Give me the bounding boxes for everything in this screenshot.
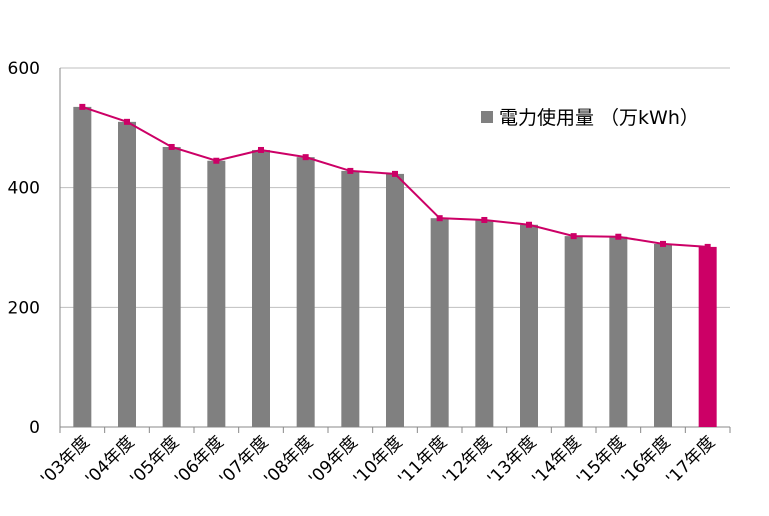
x-tick-label: '09年度	[305, 432, 362, 489]
x-tick-label: '11年度	[394, 432, 451, 489]
legend-label: 電力使用量 （万kWh）	[499, 107, 699, 129]
y-tick-label: 600	[8, 59, 40, 79]
x-tick-label: '10年度	[350, 432, 407, 489]
x-tick-label: '07年度	[216, 432, 273, 489]
line-marker	[302, 154, 309, 161]
line-marker	[481, 216, 488, 223]
bar	[698, 246, 717, 427]
x-tick-label: '08年度	[260, 432, 317, 489]
line-marker	[704, 243, 711, 250]
x-tick-label: '05年度	[126, 432, 183, 489]
line-marker	[392, 170, 398, 177]
line-marker	[570, 233, 577, 240]
bar	[118, 121, 136, 427]
bar	[73, 106, 92, 428]
bar	[430, 218, 449, 427]
x-tick-label: '04年度	[82, 432, 139, 489]
line-marker	[347, 167, 354, 174]
line-marker	[79, 103, 86, 110]
line-marker	[660, 240, 666, 247]
bar	[252, 149, 270, 427]
line-marker	[258, 146, 264, 153]
line-marker	[124, 118, 130, 125]
line-marker	[615, 233, 622, 240]
y-tick-label: 400	[8, 179, 40, 199]
bar	[296, 157, 315, 427]
bar	[386, 173, 404, 427]
y-tick-label: 0	[29, 418, 40, 438]
bar	[162, 146, 181, 428]
legend-swatch	[481, 111, 493, 123]
x-tick-label: '06年度	[171, 432, 228, 489]
bar	[341, 170, 360, 427]
bar	[475, 219, 494, 427]
y-tick-label: 200	[8, 298, 40, 318]
line-marker	[436, 215, 443, 222]
x-tick-label: '03年度	[37, 432, 94, 489]
line-marker	[213, 157, 220, 164]
x-tick-label: '12年度	[439, 432, 496, 489]
x-tick-label: '14年度	[528, 432, 585, 489]
x-tick-label: '17年度	[662, 432, 719, 489]
line-marker	[168, 143, 175, 150]
x-tick-label: '13年度	[484, 432, 541, 489]
line-marker	[526, 221, 532, 228]
bar	[609, 236, 628, 427]
bar	[207, 160, 226, 427]
x-tick-label: '15年度	[573, 432, 630, 489]
bar	[564, 236, 583, 427]
bar	[520, 224, 538, 427]
bar	[654, 243, 672, 427]
x-tick-label: '16年度	[618, 432, 675, 489]
